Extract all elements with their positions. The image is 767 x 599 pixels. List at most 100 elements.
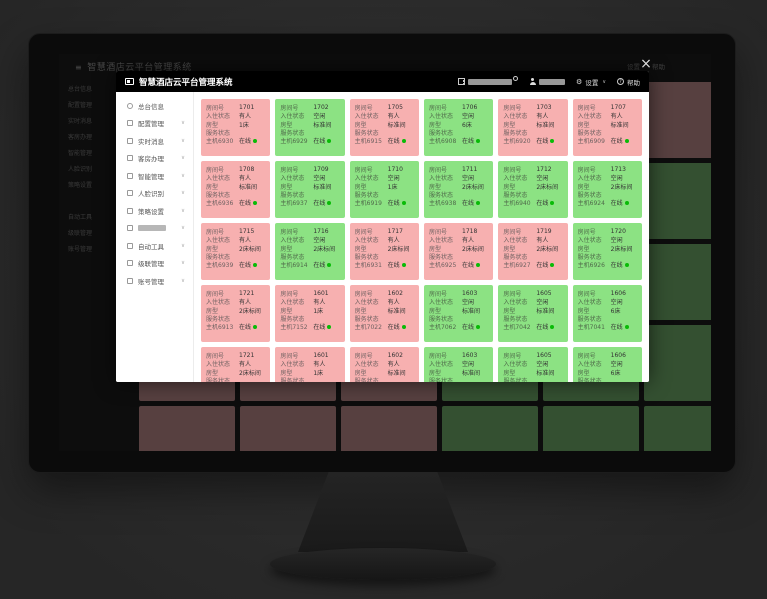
occupancy-label: 入住状态 (503, 361, 528, 369)
room-card[interactable]: 房间号 1717 入住状态 有人 房型 2床标间 服务状态 主机6931 在线 (349, 223, 419, 280)
help-menu[interactable]: 帮助 (617, 77, 640, 87)
occupancy-value: 有人 (387, 113, 400, 121)
menu-item-label: 智能管理 (138, 172, 164, 181)
online-status-value: 在线 (313, 138, 326, 146)
online-dot (327, 200, 332, 205)
sidebar-menu-item[interactable]: 智能管理 ∨ (116, 167, 193, 185)
room-type-label: 房型 (354, 307, 367, 315)
hotel-account-item[interactable] (458, 75, 519, 85)
sidebar-menu-item[interactable]: 实时消息 ∨ (116, 132, 193, 150)
room-card[interactable]: 房间号 1605 入住状态 空闲 房型 标准间 服务状态 主机7042 在线 (498, 285, 568, 342)
room-card[interactable]: 房间号 1602 入住状态 有人 房型 标准间 服务状态 主机7022 在线 (349, 285, 419, 342)
user-account-item[interactable] (529, 78, 566, 85)
room-card[interactable]: 房间号 1702 入住状态 空闲 房型 标准间 服务状态 主机6929 在线 (275, 99, 345, 156)
room-card[interactable]: 房间号 1712 入住状态 空闲 房型 2床标间 服务状态 主机6940 在线 (498, 161, 568, 218)
room-no-value: 1717 (387, 228, 403, 236)
room-card[interactable]: 房间号 1701 入住状态 有人 房型 1床 服务状态 主机6930 在线 (201, 99, 271, 156)
room-no-value: 1711 (462, 166, 478, 174)
room-card[interactable]: 房间号 1721 入住状态 有人 房型 2床标间 服务状态 主机6913 在线 (201, 285, 271, 342)
online-status-value: 在线 (462, 324, 475, 332)
occupancy-value: 空闲 (313, 175, 326, 183)
room-card[interactable]: 房间号 1602 入住状态 有人 房型 标准间 服务状态 主机7022 在线 (349, 347, 419, 382)
occupancy-value: 空闲 (462, 113, 475, 121)
room-card[interactable]: 房间号 1709 入住状态 空闲 房型 标准间 服务状态 主机6937 在线 (275, 161, 345, 218)
room-no-label: 房间号 (503, 291, 522, 299)
room-type-value: 2床标间 (462, 245, 484, 253)
sidebar-menu-item[interactable]: 账号管理 ∨ (116, 272, 193, 290)
room-card[interactable]: 房间号 1606 入住状态 空闲 房型 6床 服务状态 主机7041 在线 (572, 285, 642, 342)
room-card[interactable]: 房间号 1716 入住状态 空闲 房型 2床标间 服务状态 主机6914 在线 (275, 223, 345, 280)
occupancy-label: 入住状态 (503, 299, 528, 307)
online-status-value: 在线 (313, 200, 326, 208)
chevron-down-icon: ∨ (180, 207, 185, 214)
room-no-value: 1601 (313, 352, 329, 360)
room-card[interactable]: 房间号 1601 入住状态 有人 房型 1床 服务状态 主机7152 在线 (275, 285, 345, 342)
room-card[interactable]: 房间号 1708 入住状态 有人 房型 标准间 服务状态 主机6936 在线 (201, 161, 271, 218)
occupancy-value: 有人 (239, 361, 252, 369)
room-type-value: 标准间 (536, 121, 555, 129)
room-card[interactable]: 房间号 1720 入住状态 空闲 房型 2床标间 服务状态 主机6926 在线 (572, 223, 642, 280)
occupancy-value: 空闲 (462, 175, 475, 183)
room-no-value: 1602 (387, 290, 403, 298)
room-no-label: 房间号 (206, 167, 225, 175)
room-type-value: 2床标间 (610, 245, 633, 253)
room-card[interactable]: 房间号 1715 入住状态 有人 房型 2床标间 服务状态 主机6939 在线 (201, 223, 271, 280)
sidebar-menu-item[interactable]: 配置管理 ∨ (116, 115, 193, 133)
online-status-value: 在线 (387, 262, 400, 270)
room-type-label: 房型 (354, 121, 367, 129)
room-type-label: 房型 (206, 369, 219, 377)
occupancy-label: 入住状态 (577, 237, 602, 245)
room-card[interactable]: 房间号 1605 入住状态 空闲 房型 标准间 服务状态 主机7042 在线 (498, 347, 568, 382)
room-card[interactable]: 房间号 1603 入住状态 空闲 房型 标准间 服务状态 主机7062 在线 (424, 347, 494, 382)
room-card[interactable]: 房间号 1606 入住状态 空闲 房型 6床 服务状态 主机7041 在线 (572, 347, 642, 382)
sidebar-menu-item[interactable]: 人脸识别 ∨ (116, 185, 193, 203)
menu-item-label (138, 225, 166, 232)
room-card[interactable]: 房间号 1718 入住状态 有人 房型 2床标间 服务状态 主机6925 在线 (424, 223, 494, 280)
room-card[interactable]: 房间号 1710 入住状态 空闲 房型 1床 服务状态 主机6919 在线 (349, 161, 419, 218)
occupancy-label: 入住状态 (280, 237, 305, 245)
menu-item-label: 级联管理 (138, 260, 164, 269)
room-card[interactable]: 房间号 1603 入住状态 空闲 房型 标准间 服务状态 主机7062 在线 (424, 285, 494, 342)
room-no-value: 1606 (610, 290, 626, 298)
room-no-label: 房间号 (206, 353, 225, 361)
host-id-label: 主机6939 (206, 262, 234, 270)
online-dot (476, 138, 481, 143)
room-no-label: 房间号 (503, 353, 522, 361)
sidebar-menu-item[interactable]: 客房办理 ∨ (116, 150, 193, 168)
sidebar-menu-item[interactable]: 总台信息 ∨ (116, 97, 193, 115)
room-card[interactable]: 房间号 1719 入住状态 有人 房型 2床标间 服务状态 主机6927 在线 (498, 223, 568, 280)
menu-item-icon (127, 137, 133, 144)
room-card[interactable]: 房间号 1703 入住状态 有人 房型 标准间 服务状态 主机6920 在线 (498, 99, 568, 156)
sidebar-menu-item[interactable]: 策略设置 ∨ (116, 202, 193, 220)
room-type-value: 标准间 (387, 121, 406, 129)
room-type-value: 标准间 (313, 183, 332, 191)
room-type-value: 2床标间 (462, 183, 484, 191)
sidebar-menu-item[interactable]: 级联管理 ∨ (116, 255, 193, 273)
room-no-label: 房间号 (429, 291, 448, 299)
service-status-label: 服务状态 (503, 254, 528, 262)
sidebar-menu-item[interactable]: ∨ (116, 220, 193, 238)
room-no-value: 1707 (610, 104, 626, 112)
host-id-label: 主机6938 (429, 200, 457, 208)
settings-menu[interactable]: ⚙ 设置 ∨ (576, 77, 606, 87)
room-no-value: 1721 (239, 352, 255, 360)
room-type-value: 标准间 (313, 121, 332, 129)
room-card[interactable]: 房间号 1711 入住状态 空闲 房型 2床标间 服务状态 主机6938 在线 (424, 161, 494, 218)
sidebar-menu-item[interactable]: 自动工具 ∨ (116, 237, 193, 255)
room-card[interactable]: 房间号 1601 入住状态 有人 房型 1床 服务状态 主机7152 在线 (275, 347, 345, 382)
room-no-value: 1606 (610, 352, 626, 360)
room-card[interactable]: 房间号 1705 入住状态 有人 房型 标准间 服务状态 主机6915 在线 (349, 99, 419, 156)
occupancy-value: 空闲 (313, 237, 326, 245)
room-card[interactable]: 房间号 1721 入住状态 有人 房型 2床标间 服务状态 主机6913 在线 (201, 347, 271, 382)
occupancy-label: 入住状态 (503, 175, 528, 183)
occupancy-value: 空闲 (610, 175, 623, 183)
room-no-label: 房间号 (429, 229, 448, 237)
occupancy-value: 有人 (462, 237, 475, 245)
room-card[interactable]: 房间号 1706 入住状态 空闲 房型 6床 服务状态 主机6908 在线 (424, 99, 494, 156)
close-icon[interactable]: × (640, 56, 652, 72)
online-dot (624, 138, 629, 143)
room-type-label: 房型 (280, 307, 293, 315)
room-card[interactable]: 房间号 1713 入住状态 空闲 房型 2床标间 服务状态 主机6924 在线 (572, 161, 642, 218)
occupancy-value: 有人 (239, 175, 252, 183)
room-card[interactable]: 房间号 1707 入住状态 有人 房型 标准间 服务状态 主机6909 在线 (572, 99, 642, 156)
